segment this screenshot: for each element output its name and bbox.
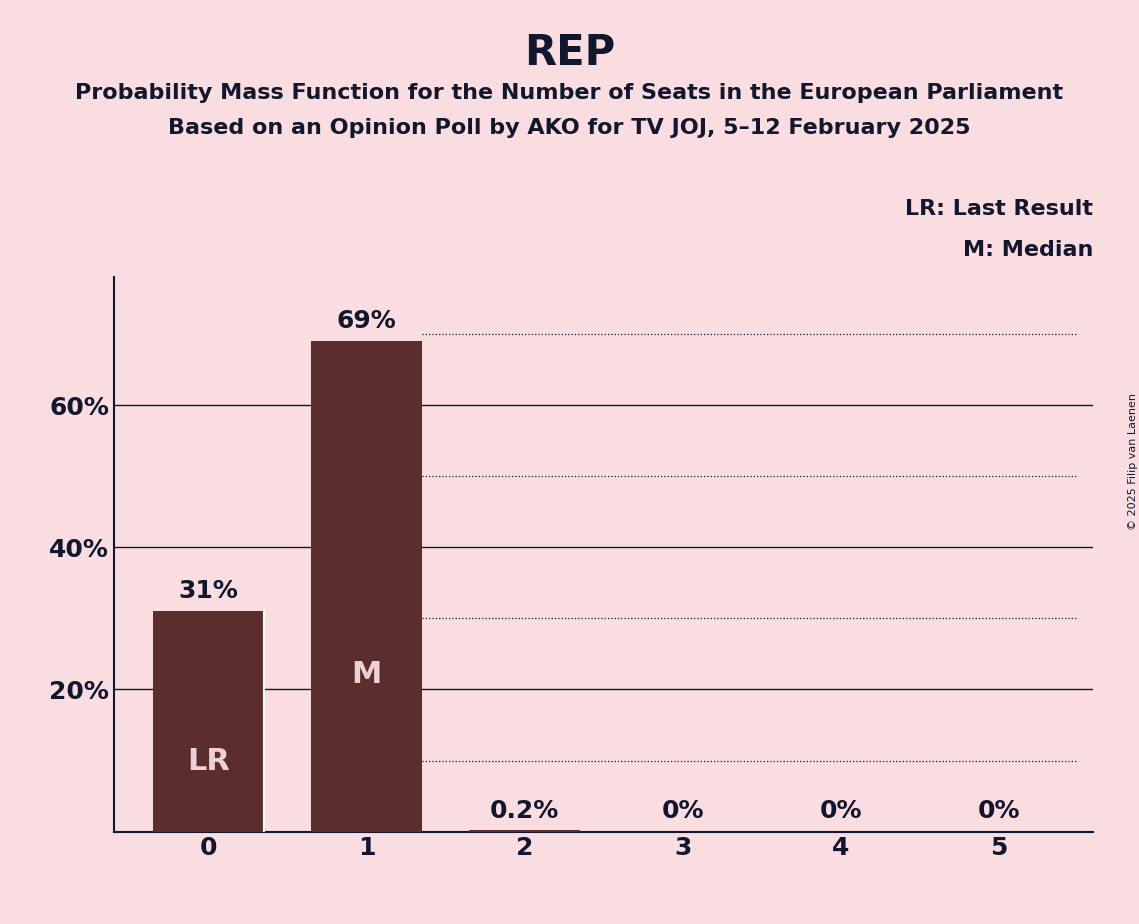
Bar: [469, 830, 580, 832]
Text: M: Median: M: Median: [964, 240, 1093, 261]
Text: LR: Last Result: LR: Last Result: [906, 199, 1093, 219]
Text: 31%: 31%: [179, 578, 239, 602]
Text: Based on an Opinion Poll by AKO for TV JOJ, 5–12 February 2025: Based on an Opinion Poll by AKO for TV J…: [169, 118, 970, 139]
Bar: [154, 612, 264, 832]
Text: Probability Mass Function for the Number of Seats in the European Parliament: Probability Mass Function for the Number…: [75, 83, 1064, 103]
Text: 0%: 0%: [819, 799, 862, 823]
Text: 0.2%: 0.2%: [490, 799, 559, 823]
Text: 69%: 69%: [337, 309, 396, 333]
Text: 0%: 0%: [662, 799, 704, 823]
Text: LR: LR: [187, 747, 230, 775]
Bar: [311, 341, 421, 832]
Text: 0%: 0%: [977, 799, 1019, 823]
Text: REP: REP: [524, 32, 615, 74]
Text: © 2025 Filip van Laenen: © 2025 Filip van Laenen: [1129, 394, 1138, 530]
Text: M: M: [352, 660, 382, 689]
